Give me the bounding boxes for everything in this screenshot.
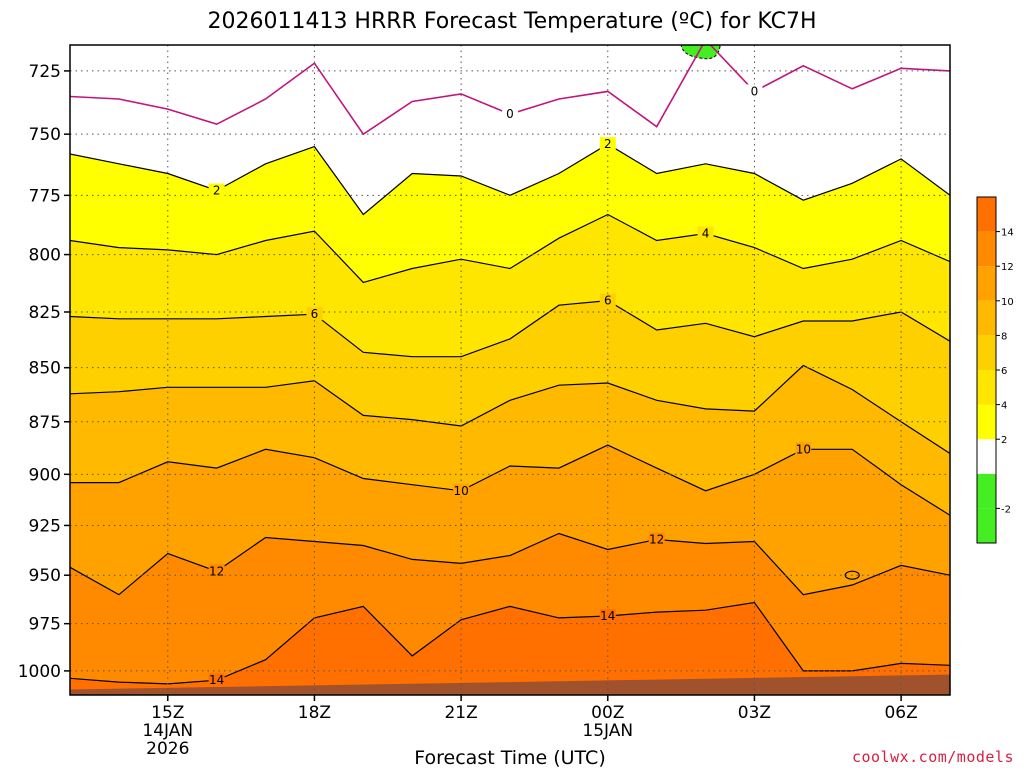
contour-line-8	[70, 364, 950, 455]
x-axis-label: Forecast Time (UTC)	[414, 747, 605, 768]
y-tick-label: 950	[29, 566, 61, 586]
contour-label-10: 10	[453, 484, 468, 498]
below-freezing-patch	[680, 45, 721, 60]
x-tick-label: 2026	[146, 739, 189, 759]
contour-label-bg	[746, 84, 763, 98]
colorbar-tick-label: 6	[1001, 366, 1007, 377]
contour-label-2: 2	[213, 184, 221, 198]
contour-label-14: 14	[600, 609, 615, 623]
x-tick-label: 14JAN	[142, 721, 193, 741]
contour-label-bg	[599, 608, 616, 622]
x-tick-label: 00Z	[591, 703, 624, 723]
y-tick-label: 975	[29, 615, 61, 635]
contour-label-bg	[599, 293, 616, 307]
colorbar-segment	[977, 473, 996, 509]
x-tick-label: 06Z	[884, 703, 917, 723]
y-tick-label: 750	[29, 125, 61, 145]
colorbar-tick-label: 12	[1001, 262, 1014, 273]
y-tick-label: 875	[29, 413, 61, 433]
contour-label-bg	[208, 564, 225, 578]
contour-label-2: 2	[604, 137, 612, 151]
x-tick-label: 21Z	[444, 703, 477, 723]
colorbar-segment	[977, 266, 996, 301]
contour-label-bg	[648, 532, 665, 546]
terrain	[70, 674, 950, 695]
colorbar-segment	[977, 370, 996, 405]
colorbar-segment	[977, 404, 996, 440]
contour-label-bg	[697, 226, 714, 240]
colorbar-segment	[977, 300, 996, 336]
contour-label-14: 14	[209, 673, 224, 687]
x-tick-label: 18Z	[298, 703, 331, 723]
contour-line-6	[70, 299, 950, 358]
contour-label-0: 0	[751, 84, 759, 98]
contour-label-0: 0	[506, 107, 514, 121]
contour-label-4: 4	[702, 226, 710, 240]
chart-title: 2026011413 HRRR Forecast Temperature (ºC…	[207, 9, 816, 34]
colorbar-segment	[977, 335, 996, 370]
y-tick-label: 925	[29, 516, 61, 536]
colorbar-tick-label: 14	[1001, 228, 1014, 239]
contour-label-bg	[306, 307, 323, 321]
contour-line-4	[70, 213, 950, 284]
band-above-14	[70, 602, 950, 695]
contour-label-bg	[208, 183, 225, 197]
contour-label-bg	[795, 442, 812, 456]
plot-area: 0 0 2 2 4 6 6 10 10 12 12 14 14	[69, 44, 951, 696]
x-tick-label: 15JAN	[582, 721, 633, 741]
colorbar-tick-label: -2	[1001, 504, 1011, 515]
contour-label-bg	[453, 483, 470, 497]
credit-text: coolwx.com/models	[851, 748, 1014, 766]
contour-label-12: 12	[209, 564, 224, 578]
colorbar-segment	[977, 439, 996, 474]
colorbar-tick-label: 4	[1001, 401, 1007, 412]
contour-label-bg	[502, 107, 518, 121]
y-tick-label: 725	[29, 62, 61, 82]
y-axis: 725 750 775 800 825 850 875 900 925 950 975 1000	[18, 62, 70, 682]
contour-label-6: 6	[311, 307, 319, 321]
colorbar-segment	[977, 231, 996, 267]
colorbar-tick-label: 2	[1001, 435, 1007, 446]
y-tick-label: 900	[29, 465, 61, 485]
y-tick-label: 800	[29, 246, 61, 266]
contour-label-12: 12	[649, 533, 664, 547]
contour-label-10: 10	[796, 442, 811, 456]
contour-label-bg	[599, 137, 616, 151]
y-tick-label: 850	[29, 359, 61, 379]
colorbar: -2 2 4 6 8 10 12 14	[976, 196, 1014, 544]
y-tick-label: 825	[29, 303, 61, 323]
x-tick-label: 15Z	[151, 703, 184, 723]
y-tick-label: 775	[29, 186, 61, 206]
contour-label-6: 6	[604, 294, 612, 308]
y-tick-label: 1000	[18, 662, 61, 682]
colorbar-segment	[977, 508, 996, 543]
contour-island-12	[844, 570, 860, 580]
colorbar-segment	[977, 197, 996, 232]
contour-label-bg	[208, 673, 225, 687]
plot-frame	[69, 44, 951, 696]
colorbar-tick-label: 10	[1001, 297, 1014, 308]
x-tick-label: 03Z	[738, 703, 771, 723]
colorbar-tick-label: 8	[1001, 331, 1007, 342]
